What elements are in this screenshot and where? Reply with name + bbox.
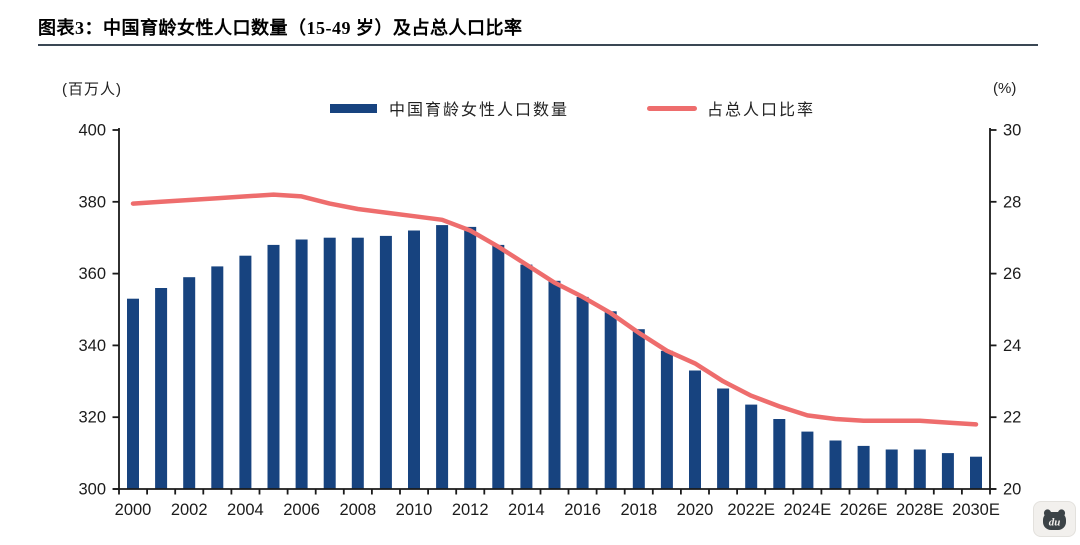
- chart-title: 图表3：中国育龄女性人口数量（15-49 岁）及占总人口比率: [38, 14, 1038, 40]
- bar: [717, 388, 730, 489]
- legend-item-population: 中国育龄女性人口数量: [330, 96, 569, 120]
- watermark-text: du: [1049, 516, 1061, 528]
- svg-text:2006: 2006: [283, 501, 320, 519]
- svg-text:2000: 2000: [115, 501, 152, 519]
- bar: [801, 431, 814, 489]
- bar: [773, 419, 786, 489]
- x-axis-labels: 2000 2002 2004 2006 2008 2010 2012 2014 2016 2018…: [115, 501, 1000, 519]
- svg-text:2028E: 2028E: [896, 501, 944, 519]
- bar: [970, 456, 982, 489]
- svg-text:300: 300: [78, 481, 106, 499]
- ratio-line: [130, 192, 979, 427]
- svg-text:340: 340: [78, 337, 106, 355]
- bar: [323, 237, 336, 489]
- svg-text:400: 400: [78, 122, 106, 140]
- bear-logo-icon: du: [1043, 508, 1066, 530]
- bar: [576, 296, 589, 489]
- bar: [632, 329, 645, 489]
- axes: [112, 128, 997, 495]
- chart-title-text: 中国育龄女性人口数量（15-49 岁）及占总人口比率: [103, 18, 523, 38]
- svg-text:2004: 2004: [227, 501, 264, 519]
- bar: [155, 288, 168, 489]
- bar: [379, 235, 392, 489]
- bar: [604, 311, 617, 489]
- bar: [239, 255, 252, 489]
- bar: [295, 239, 308, 489]
- legend-item-ratio: 占总人口比率: [647, 96, 815, 120]
- svg-text:2016: 2016: [564, 501, 601, 519]
- bar: [492, 244, 505, 489]
- chart-title-prefix: 图表3：: [38, 18, 103, 38]
- svg-text:2018: 2018: [620, 501, 657, 519]
- bar: [745, 404, 758, 489]
- bar: [548, 280, 561, 489]
- bar: [689, 370, 701, 489]
- svg-text:24: 24: [1003, 337, 1021, 355]
- right-axis-labels: 20 22 24 26 28 30: [1003, 122, 1021, 499]
- bar: [351, 237, 364, 489]
- watermark-badge: du: [1033, 501, 1076, 537]
- bar: [127, 298, 139, 489]
- svg-text:26: 26: [1003, 265, 1021, 283]
- svg-text:28: 28: [1003, 193, 1021, 211]
- svg-text:360: 360: [78, 265, 106, 283]
- left-axis-unit-label: (百万人): [62, 81, 122, 98]
- legend: 中国育龄女性人口数量 占总人口比率: [330, 96, 815, 120]
- bar: [660, 350, 673, 489]
- svg-text:30: 30: [1003, 122, 1021, 140]
- svg-text:2020: 2020: [677, 501, 714, 519]
- svg-text:2008: 2008: [339, 501, 376, 519]
- left-axis-labels: 300 320 340 360 380 400: [78, 122, 106, 499]
- right-axis-unit-label: (%): [993, 80, 1017, 97]
- bar: [941, 453, 954, 489]
- svg-text:2024E: 2024E: [784, 501, 832, 519]
- legend-label-ratio: 占总人口比率: [707, 102, 816, 119]
- bar: [408, 230, 420, 489]
- line-swatch-icon: [647, 105, 698, 111]
- svg-text:2010: 2010: [396, 501, 433, 519]
- bar: [913, 449, 926, 489]
- svg-text:20: 20: [1003, 481, 1021, 499]
- svg-text:2030E: 2030E: [952, 501, 1000, 519]
- bar: [211, 266, 224, 489]
- bar-swatch-icon: [330, 103, 377, 113]
- bar: [183, 277, 196, 489]
- bar: [857, 445, 870, 489]
- bar: [885, 449, 898, 489]
- bar: [464, 226, 477, 489]
- svg-text:380: 380: [78, 193, 106, 211]
- bar: [267, 244, 280, 489]
- legend-label-population: 中国育龄女性人口数量: [389, 102, 570, 119]
- svg-text:2012: 2012: [452, 501, 489, 519]
- svg-text:2026E: 2026E: [840, 501, 888, 519]
- bar: [436, 225, 449, 489]
- bar: [829, 440, 842, 489]
- svg-text:22: 22: [1003, 409, 1021, 427]
- svg-text:320: 320: [78, 409, 106, 427]
- title-underline: [38, 44, 1038, 46]
- bar: [520, 264, 533, 489]
- svg-text:2002: 2002: [171, 501, 208, 519]
- svg-text:2014: 2014: [508, 501, 545, 519]
- svg-text:2022E: 2022E: [727, 501, 775, 519]
